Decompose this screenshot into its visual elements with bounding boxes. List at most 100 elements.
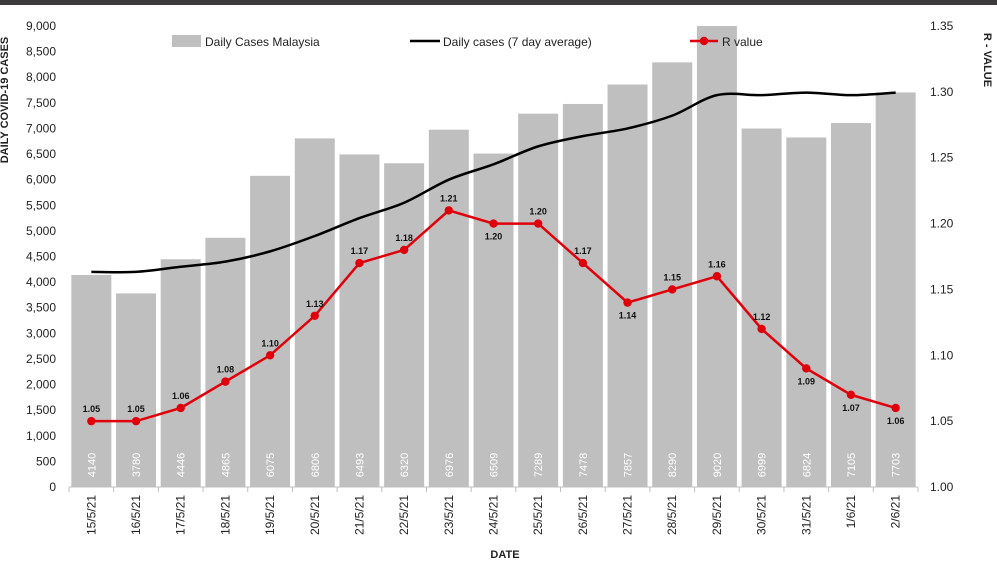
bar	[339, 154, 380, 487]
bar	[71, 274, 112, 487]
legend-label-r-value: R value	[722, 35, 763, 49]
y2-tick-label: 1.15	[930, 282, 954, 296]
y2-tick-label: 1.10	[930, 348, 954, 362]
r-value-marker	[265, 351, 275, 360]
x-tick-label: 2/6/21	[889, 495, 903, 529]
y-tick-label: 3,500	[26, 301, 56, 315]
r-value-marker	[355, 258, 364, 268]
r-value-marker	[444, 206, 454, 215]
bar-value-label: 7478	[578, 453, 590, 477]
bar-value-label: 6320	[399, 453, 411, 477]
x-tick-label: 30/5/21	[755, 495, 769, 535]
x-tick-label: 18/5/21	[218, 495, 232, 535]
bar	[250, 175, 291, 487]
x-tick-label: 15/5/21	[84, 495, 98, 535]
y-tick-label: 0	[49, 480, 56, 494]
y-tick-label: 7,000	[26, 121, 56, 135]
y-tick-label: 4,000	[26, 275, 56, 289]
top-border	[0, 0, 997, 5]
y-tick-label: 1,500	[26, 403, 56, 417]
bar-value-label: 7703	[891, 453, 903, 477]
x-axis-title: DATE	[490, 549, 519, 561]
r-value-label: 1.13	[306, 299, 324, 309]
bar	[786, 137, 827, 488]
r-value-label: 1.06	[887, 416, 905, 426]
x-tick-label: 20/5/21	[308, 495, 322, 535]
y2-tick-label: 1.25	[930, 151, 954, 165]
r-value-marker	[712, 272, 722, 281]
bar	[205, 237, 246, 487]
x-tick-label: 24/5/21	[487, 495, 501, 535]
bar-value-label: 4865	[220, 453, 232, 477]
y-tick-label: 6,500	[26, 147, 56, 161]
bar-value-label: 7289	[533, 453, 545, 477]
y2-tick-label: 1.20	[930, 217, 954, 231]
r-value-label: 1.18	[395, 233, 413, 243]
legend-label-daily-cases: Daily Cases Malaysia	[205, 35, 320, 49]
bar	[652, 62, 693, 488]
axes-layer: 15/5/21 16/5/21 17/5/21 18/5/21 19/5/21 20/5/…	[26, 19, 954, 535]
y-axis-title: DAILY COVID-19 CASES	[0, 37, 11, 164]
r-value-marker	[131, 416, 141, 426]
r-value-label: 1.05	[83, 404, 101, 414]
bar	[518, 113, 559, 487]
x-tick-label: 26/5/21	[576, 495, 590, 535]
bar-value-label: 6999	[757, 453, 769, 477]
bar	[428, 129, 469, 488]
y-tick-label: 2,000	[26, 378, 56, 392]
r-value-label: 1.21	[440, 193, 458, 203]
bar-value-label: 6075	[265, 453, 277, 477]
r-value-label: 1.05	[127, 404, 145, 414]
r-value-marker	[757, 324, 766, 334]
r-value-marker	[176, 403, 185, 413]
x-tick-label: 23/5/21	[442, 495, 456, 535]
x-tick-label: 21/5/21	[352, 495, 366, 535]
legend-marker-r-value	[699, 36, 709, 46]
y-tick-label: 9,000	[26, 19, 56, 33]
y-tick-label: 8,000	[26, 70, 56, 84]
y-tick-label: 500	[36, 454, 56, 468]
r-value-marker	[489, 219, 498, 228]
bar	[696, 26, 737, 487]
y2-axis-title: R - VALUE	[981, 33, 993, 87]
bar-value-label: 6976	[444, 453, 456, 477]
r-value-label: 1.10	[261, 338, 279, 348]
r-value-marker	[668, 285, 677, 294]
x-tick-label: 19/5/21	[263, 495, 277, 535]
y2-tick-label: 1.35	[930, 19, 954, 33]
r-value-label: 1.14	[619, 311, 637, 321]
r-value-marker	[802, 364, 811, 373]
bar-value-label: 6824	[801, 453, 813, 477]
r-value-label: 1.08	[217, 365, 235, 375]
x-tick-label: 31/5/21	[799, 495, 813, 535]
r-value-label: 1.09	[798, 376, 816, 386]
bar-value-label: 8290	[667, 453, 679, 477]
legend-swatch-daily-cases	[172, 35, 201, 47]
r-value-marker	[578, 258, 588, 268]
x-tick-label: 22/5/21	[397, 495, 411, 535]
r-value-label: 1.16	[708, 259, 726, 269]
bar	[160, 259, 201, 487]
r-value-label: 1.20	[529, 207, 547, 217]
r-value-marker	[399, 245, 409, 255]
y2-tick-label: 1.05	[930, 414, 954, 428]
r-value-label: 1.17	[574, 246, 592, 256]
bar-value-label: 6493	[354, 453, 366, 477]
y2-tick-label: 1.00	[930, 480, 954, 494]
x-tick-label: 16/5/21	[129, 495, 143, 535]
x-tick-label: 1/6/21	[844, 495, 858, 529]
y-tick-label: 6,000	[26, 173, 56, 187]
bar-value-label: 3780	[131, 453, 143, 477]
bar	[473, 153, 514, 488]
bar	[562, 103, 603, 488]
bars-layer: 4140 3780 4446 4865 6075 6806 6493 6320 6976 6509…	[71, 26, 916, 488]
bar	[830, 123, 871, 488]
y-tick-label: 7,500	[26, 96, 56, 110]
r-value-marker	[87, 416, 96, 426]
x-tick-label: 29/5/21	[710, 495, 724, 535]
y-tick-label: 3,000	[26, 326, 56, 340]
bar-value-label: 9020	[712, 453, 724, 477]
bar-value-label: 6806	[310, 453, 322, 477]
